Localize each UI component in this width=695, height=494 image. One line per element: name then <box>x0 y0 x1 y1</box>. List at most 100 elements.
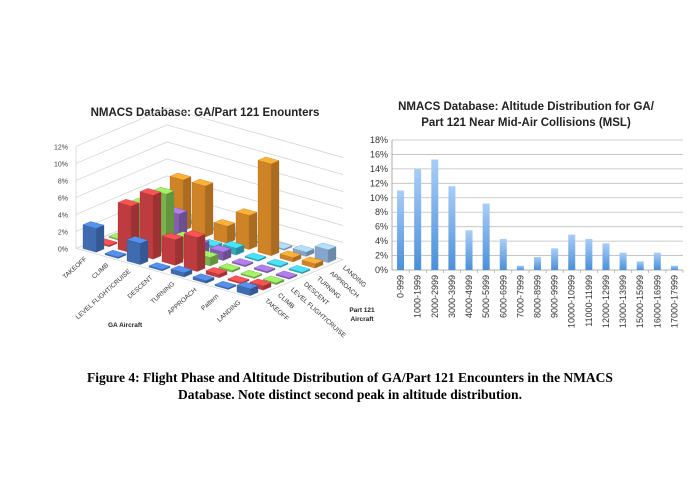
bar-8000-8999 <box>534 257 541 270</box>
bar-13000-13999 <box>619 252 627 270</box>
bar-5000-5999 <box>482 203 490 270</box>
ga-axis-title: GA Aircraft <box>108 322 143 329</box>
y-tick-label: 10% <box>370 193 388 203</box>
gridline <box>75 124 344 175</box>
y-tick-label: 0% <box>58 246 68 253</box>
ga-category-label: LANDING <box>216 299 242 324</box>
bar-turning-x-climb <box>183 230 206 272</box>
ga-category-label: LEVEL FLIGHT/CRUISE <box>75 268 133 321</box>
y-tick-label: 14% <box>370 164 388 174</box>
bar-pattern-x-climb <box>227 275 250 285</box>
y-tick-label: 4% <box>58 212 68 219</box>
y-tick-label: 10% <box>54 161 68 168</box>
bar-takeoff-x-takeoff <box>82 221 105 253</box>
x-tick-label: 12000-12999 <box>601 275 611 328</box>
x-tick-label: 13000-13999 <box>618 275 628 328</box>
bar-landing-x-approach <box>301 256 324 269</box>
figure-caption: Figure 4: Flight Phase and Altitude Dist… <box>87 370 613 402</box>
bar-descent-x-approach <box>213 219 236 244</box>
bar-turning-x-approach <box>235 208 258 250</box>
bar-approach-x-climb <box>205 267 228 278</box>
y-tick-label: 12% <box>54 144 68 151</box>
bar-approach-x-descent <box>231 258 254 267</box>
bar-12000-12999 <box>602 243 610 270</box>
bar-level-flight-cruise-x-takeoff <box>126 236 149 265</box>
x-tick-label: 6000-6999 <box>498 275 508 318</box>
bar-landing-x-descent <box>275 270 298 280</box>
y-tick-label: 2% <box>58 229 68 236</box>
bar-3000-3999 <box>448 186 456 270</box>
x-tick-label: 17000-17999 <box>669 275 679 328</box>
bar-descent-x-climb <box>161 232 184 266</box>
y-tick-label: 18% <box>370 135 388 145</box>
ga-category-label: Pattern <box>200 293 221 312</box>
x-tick-label: 16000-16999 <box>652 275 662 328</box>
ga-category-label: DESCENT <box>127 274 155 300</box>
bar-pattern-x-landing <box>292 245 315 257</box>
bar-2000-2999 <box>431 159 439 270</box>
chart-title-line2: Part 121 Near Mid-Air Collisions (MSL) <box>421 117 631 129</box>
bar-0-999 <box>397 190 405 270</box>
bar-landing-x-takeoff <box>236 281 259 296</box>
bar-pattern-x-turning <box>266 259 289 268</box>
gridline <box>75 158 344 209</box>
y-tick-label: 4% <box>375 236 388 246</box>
x-tick-label: 15000-15999 <box>635 275 645 328</box>
y-tick-label: 0% <box>375 265 388 275</box>
ga-category-label: CLIMB <box>91 262 110 281</box>
bar-1000-1999 <box>414 168 422 270</box>
bar-pattern-x-level-flight-cruise <box>240 270 263 279</box>
bar-landing-x-level-flight-cruise <box>262 275 285 285</box>
x-tick-label: 3000-3999 <box>447 275 457 318</box>
bar-climb-x-takeoff <box>104 250 127 259</box>
y-tick-label: 8% <box>58 178 68 185</box>
bar-4000-4999 <box>465 230 473 270</box>
y-tick-label: 2% <box>375 251 388 261</box>
x-tick-label: 0-999 <box>396 275 406 298</box>
y-tick-label: 12% <box>370 178 388 188</box>
x-tick-label: 5000-5999 <box>481 275 491 318</box>
part121-axis-title: Part 121 Aircraft <box>349 307 375 323</box>
x-tick-label: 8000-8999 <box>533 275 543 318</box>
ga-category-label: TURNING <box>150 281 177 306</box>
bar-6000-6999 <box>499 238 507 270</box>
y-tick-label: 16% <box>370 149 388 159</box>
bar-landing-x-landing <box>314 242 337 263</box>
bar-pattern-x-takeoff <box>214 281 237 290</box>
bar-landing-x-turning <box>288 265 311 274</box>
bar-pattern-x-descent <box>253 264 276 274</box>
bar-15000-15999 <box>636 261 644 270</box>
bar-pattern-x-approach <box>279 250 302 263</box>
bar-turning-x-takeoff <box>170 265 193 278</box>
gridline <box>75 107 344 158</box>
x-tick-label: 1000-1999 <box>413 275 423 318</box>
x-tick-label: 7000-7999 <box>515 275 525 318</box>
bar-descent-x-takeoff <box>148 262 171 272</box>
part121-axis-title-line2: Aircraft <box>350 316 374 323</box>
x-tick-label: 9000-9999 <box>550 275 560 318</box>
bar-9000-9999 <box>551 248 559 270</box>
part121-axis-title-line1: Part 121 <box>349 307 375 314</box>
x-tick-label: 2000-2999 <box>430 275 440 318</box>
ga-category-label: APPROACH <box>167 287 199 317</box>
chart-title-line1: NMACS Database: Altitude Distribution fo… <box>398 101 655 113</box>
gridline <box>75 175 344 226</box>
chart-3d-ga-part121: NMACS Database: GA/Part 121 Enounters 0% 2… <box>54 107 375 340</box>
x-tick-label: 4000-4999 <box>464 275 474 318</box>
gridline <box>75 141 344 192</box>
bar-10000-10999 <box>568 234 576 270</box>
bar-17000-17999 <box>670 265 678 270</box>
bar-level-flight-cruise-x-approach <box>191 178 214 238</box>
bar-approach-x-turning <box>244 252 267 262</box>
y-tick-label: 6% <box>375 222 388 232</box>
chart-altitude-distribution: NMACS Database: Altitude Distribution fo… <box>370 101 684 328</box>
ga-category-label: TAKEOFF <box>62 256 89 281</box>
bar-7000-7999 <box>516 265 524 270</box>
x-tick-label: 10000-10999 <box>567 275 577 328</box>
bar-approach-x-approach <box>257 156 280 256</box>
y-tick-label: 8% <box>375 207 388 217</box>
bar-approach-x-takeoff <box>192 273 215 284</box>
chart-title: NMACS Database: GA/Part 121 Enounters <box>91 107 320 119</box>
bar-11000-11999 <box>585 238 593 270</box>
